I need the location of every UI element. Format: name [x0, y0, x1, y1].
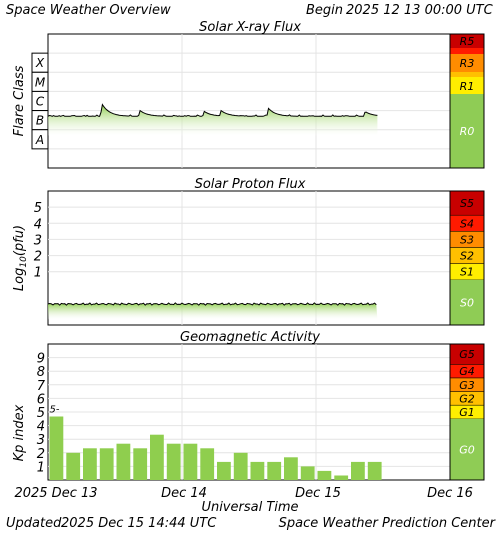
- r4-band: [450, 48, 484, 54]
- proton-ytick-3: 3: [34, 233, 42, 248]
- scale-label-g3: G3: [459, 379, 475, 392]
- xray-panel-title: Solar X-ray Flux: [199, 20, 301, 35]
- flare-class-label-X: X: [35, 56, 45, 70]
- scale-label-s1: S1: [460, 266, 474, 279]
- kp-bar-annotation: 5-: [50, 404, 60, 415]
- kp-bar: [83, 448, 97, 480]
- proton-flux-line: [47, 302, 377, 306]
- kp-ytick-5: 5: [37, 406, 45, 421]
- kp-bar: [200, 448, 215, 480]
- xray-flux-line: [47, 103, 378, 117]
- kp-ytick-6: 6: [37, 392, 45, 407]
- r3-band: [450, 54, 484, 72]
- scale-label-g4: G4: [459, 365, 475, 378]
- kp-bar: [334, 475, 349, 480]
- scale-label-s5: S5: [460, 197, 474, 210]
- scale-label-g5: G5: [459, 348, 475, 361]
- time-tick-dec13: 2025 Dec 13: [14, 486, 97, 501]
- kp-bar: [116, 443, 131, 480]
- kp-bar: [166, 443, 181, 480]
- kp-bar: [250, 461, 265, 480]
- proton-flux-fill: [48, 302, 378, 320]
- scale-label-r5: R5: [460, 35, 475, 48]
- scale-label-s2: S2: [460, 250, 474, 263]
- scale-band-s0: [450, 279, 484, 325]
- kp-ytick-9: 9: [37, 352, 45, 367]
- updated-value: 2025 Dec 15 14:44 UTC: [61, 516, 217, 531]
- proton-ytick-4: 4: [34, 217, 42, 232]
- flare-class-box-A: [31, 129, 49, 150]
- flare-class-label-C: C: [36, 95, 45, 109]
- scale-label-g2: G2: [459, 392, 475, 405]
- xray-ylabel: Flare Class: [12, 65, 27, 136]
- kp-ytick-3: 3: [37, 433, 45, 448]
- kp-ytick-8: 8: [37, 365, 45, 380]
- proton-ylabel: Log10(pfu): [12, 225, 29, 291]
- kp-bar: [351, 461, 365, 480]
- r-scale-frame: [449, 33, 485, 169]
- kp-ylabel: Kp index: [12, 404, 27, 461]
- proton-ytick-5: 5: [34, 201, 42, 216]
- flare-class-label-A: A: [35, 133, 44, 147]
- kp-ytick-4: 4: [37, 420, 45, 435]
- kp-bar: [99, 448, 114, 480]
- scale-label-r3: R3: [460, 57, 475, 70]
- begin-label: Begin: [306, 3, 343, 18]
- proton-ytick-1: 1: [34, 266, 42, 281]
- flare-class-label-M: M: [35, 75, 46, 89]
- kp-ytick-1: 1: [37, 460, 45, 475]
- kp-bar: [267, 461, 282, 480]
- time-tick-dec16: Dec 16: [427, 486, 473, 501]
- xray-flux-fill: [48, 104, 378, 136]
- begin-value: 2025 12 13 00:00 UTC: [346, 3, 494, 18]
- scale-label-g0: G0: [459, 443, 475, 456]
- kp-bar: [66, 452, 81, 480]
- proton-panel-title: Solar Proton Flux: [195, 177, 306, 192]
- kp-bar: [317, 470, 332, 480]
- kp-bar: [183, 443, 198, 480]
- r2-band: [450, 72, 484, 77]
- kp-ytick-2: 2: [37, 447, 45, 462]
- scale-label-g1: G1: [459, 406, 475, 419]
- swpc-credit: Space Weather Prediction Center: [279, 516, 497, 531]
- scale-band-g0: [450, 418, 484, 480]
- kp-bar: [49, 416, 64, 480]
- proton-ytick-2: 2: [34, 250, 42, 265]
- g-scale-frame: [449, 343, 485, 481]
- kp-bar: [367, 461, 382, 480]
- page-title: Space Weather Overview: [6, 3, 171, 18]
- kp-bar: [133, 448, 148, 480]
- time-tick-dec14: Dec 14: [161, 486, 207, 501]
- kp-bar: [150, 434, 164, 480]
- kp-bar: [217, 461, 231, 480]
- geomag-panel-title: Geomagnetic Activity: [180, 330, 320, 345]
- r0-band: [450, 94, 484, 168]
- scale-label-s3: S3: [460, 233, 474, 246]
- kp-ytick-7: 7: [37, 379, 46, 394]
- scale-label-r0: R0: [460, 125, 475, 138]
- time-axis-title: Universal Time: [201, 500, 298, 515]
- kp-bar: [284, 457, 298, 480]
- updated-label: Updated: [6, 516, 62, 531]
- chart-marks: XMCBAR5R3R1R054321S5S4S3S2S1S09876543215…: [31, 33, 485, 481]
- scale-label-s4: S4: [460, 217, 474, 230]
- s-scale-frame: [449, 190, 485, 326]
- kp-bar: [233, 452, 248, 480]
- r5-band: [450, 34, 484, 48]
- kp-bar: [300, 466, 315, 480]
- scale-label-s0: S0: [460, 296, 474, 309]
- scale-label-r1: R1: [460, 80, 475, 93]
- xray-plot-area: [47, 33, 451, 169]
- time-tick-dec15: Dec 15: [295, 486, 341, 501]
- flare-class-label-B: B: [36, 114, 44, 128]
- r1-band: [450, 77, 484, 94]
